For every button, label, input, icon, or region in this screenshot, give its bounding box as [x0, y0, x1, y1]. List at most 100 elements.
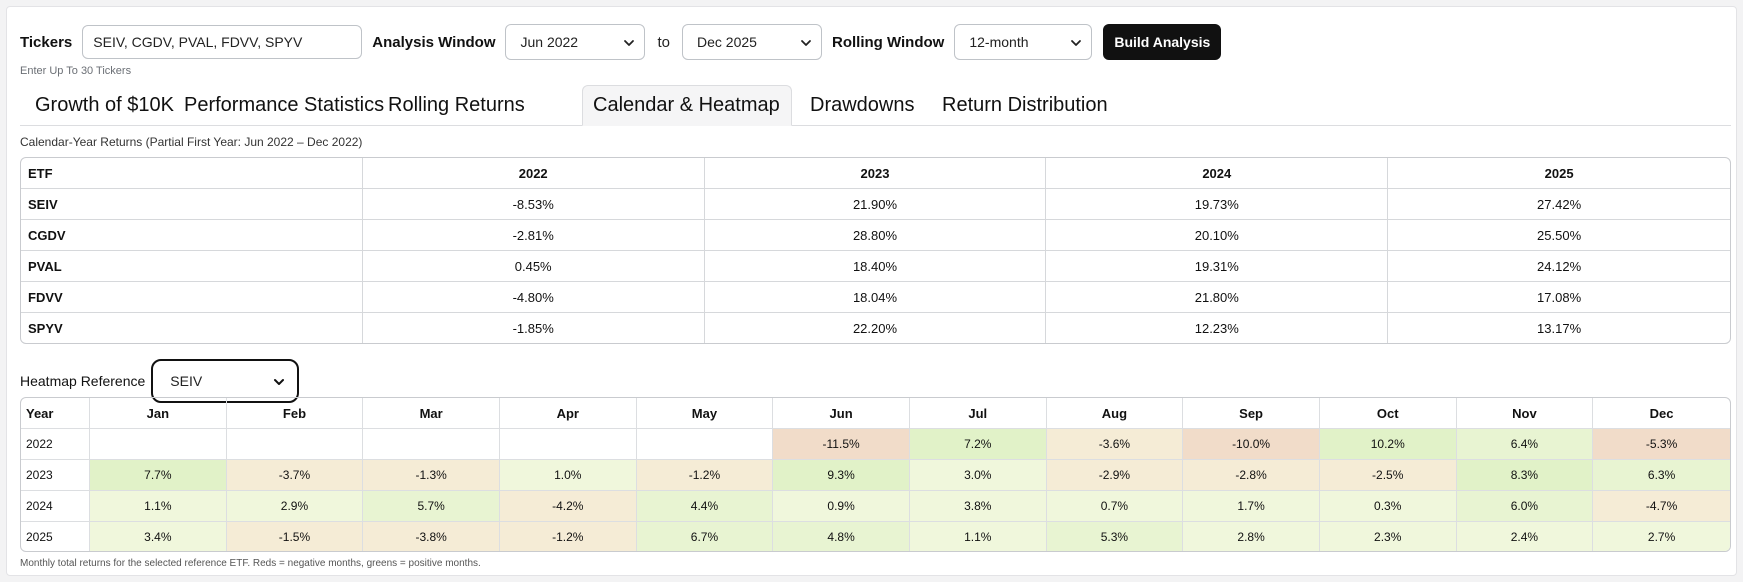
heat-cell: 1.1% [90, 491, 227, 522]
return-cell: 22.20% [705, 313, 1047, 343]
window-start-select[interactable]: Jun 2022 [505, 24, 646, 60]
heat-cell: 4.4% [636, 491, 774, 522]
analysis-panel: Tickers Analysis Window Jun 2022 to Dec … [6, 6, 1737, 576]
heat-cell: 1.0% [499, 460, 637, 491]
table-row: CGDV -2.81% 28.80% 20.10% 25.50% [21, 220, 1730, 251]
column-header: Mar [363, 398, 500, 429]
tab-return-distribution[interactable]: Return Distribution [942, 93, 1108, 116]
heatmap-footnote: Monthly total returns for the selected r… [20, 558, 481, 569]
heat-cell [363, 429, 500, 460]
tab-bar: Growth of $10K Performance Statistics Ro… [20, 85, 1731, 126]
column-header: Jan [90, 398, 227, 429]
ticker-cell: FDVV [21, 282, 363, 313]
heat-cell: 2.4% [1456, 522, 1594, 551]
calendar-caption: Calendar-Year Returns (Partial First Yea… [20, 135, 363, 149]
heat-cell: 0.9% [773, 491, 910, 522]
tickers-hint: Enter Up To 30 Tickers [20, 65, 132, 77]
table-row: 2025 3.4% -1.5% -3.8% -1.2% 6.7% 4.8% 1.… [21, 522, 1730, 551]
heat-cell: -2.5% [1319, 460, 1457, 491]
column-header: Jul [909, 398, 1047, 429]
to-label: to [657, 33, 670, 51]
chevron-down-icon [1071, 40, 1082, 46]
heat-cell: 6.0% [1456, 491, 1594, 522]
year-cell: 2025 [21, 522, 90, 551]
heat-cell: -3.6% [1046, 429, 1184, 460]
heatmap-reference: Heatmap Reference SEIV [20, 359, 300, 403]
heat-cell: 3.8% [909, 491, 1047, 522]
rolling-window-value: 12-month [969, 34, 1029, 50]
rolling-window-label: Rolling Window [832, 33, 945, 51]
return-cell: 21.80% [1046, 282, 1389, 313]
return-cell: 19.73% [1046, 189, 1389, 220]
heat-cell: -3.8% [363, 522, 500, 551]
heat-cell [90, 429, 227, 460]
heat-cell: 5.3% [1046, 522, 1184, 551]
return-cell: 27.42% [1388, 189, 1730, 220]
table-row: 2023 7.7% -3.7% -1.3% 1.0% -1.2% 9.3% 3.… [21, 460, 1730, 491]
heat-cell [226, 429, 364, 460]
return-cell: 28.80% [704, 220, 1047, 251]
table-row: 2024 1.1% 2.9% 5.7% -4.2% 4.4% 0.9% 3.8%… [21, 491, 1730, 522]
return-cell: 12.23% [1046, 313, 1389, 343]
heat-cell [499, 429, 637, 460]
column-header: 2025 [1388, 158, 1730, 189]
column-header: Jun [773, 398, 910, 429]
tab-growth[interactable]: Growth of $10K [35, 93, 174, 116]
return-cell: 24.12% [1388, 251, 1730, 282]
column-header: May [636, 398, 774, 429]
column-header: 2023 [704, 158, 1047, 189]
rolling-window-select[interactable]: 12-month [954, 24, 1093, 60]
column-header: 2024 [1046, 158, 1389, 189]
year-cell: 2023 [21, 460, 90, 491]
tab-drawdowns[interactable]: Drawdowns [810, 93, 915, 116]
ticker-cell: SEIV [21, 189, 363, 220]
column-header: Sep [1183, 398, 1320, 429]
controls-bar: Tickers Analysis Window Jun 2022 to Dec … [20, 23, 1222, 61]
return-cell: -1.85% [363, 313, 705, 343]
heat-cell: 2.8% [1183, 522, 1320, 551]
table-row: SPYV -1.85% 22.20% 12.23% 13.17% [21, 313, 1730, 343]
table-header-row: Year Jan Feb Mar Apr May Jun Jul Aug Sep… [21, 398, 1730, 429]
heat-cell: -1.3% [363, 460, 500, 491]
column-header: Oct [1319, 398, 1457, 429]
build-analysis-button[interactable]: Build Analysis [1103, 24, 1222, 60]
return-cell: 13.17% [1537, 320, 1582, 336]
table-row: 2022 -11.5% 7.2% -3.6% -10.0% 10.2% 6.4%… [21, 429, 1730, 460]
heatmap-reference-select[interactable]: SEIV [151, 359, 300, 403]
heat-cell: -1.2% [499, 522, 637, 551]
heatmap-reference-value: SEIV [170, 373, 203, 389]
heat-cell: 9.3% [773, 460, 910, 491]
tickers-input[interactable] [82, 25, 363, 59]
column-header: ETF [21, 158, 363, 189]
tab-calendar-heatmap[interactable]: Calendar & Heatmap [582, 85, 792, 126]
return-cell: 20.10% [1046, 220, 1389, 251]
heat-cell: 10.2% [1319, 429, 1457, 460]
return-cell: -8.53% [362, 189, 705, 220]
column-header: Aug [1046, 398, 1184, 429]
window-end-select[interactable]: Dec 2025 [682, 24, 822, 60]
return-cell: -4.80% [362, 282, 705, 313]
ticker-cell: SPYV [21, 313, 363, 343]
heat-cell: 7.2% [909, 429, 1047, 460]
window-start-value: Jun 2022 [520, 34, 579, 50]
chevron-down-icon [274, 379, 285, 385]
tab-rolling-returns[interactable]: Rolling Returns [388, 93, 525, 116]
heat-cell: 4.8% [773, 522, 910, 551]
analysis-window-label: Analysis Window [372, 33, 496, 51]
heat-cell: 6.4% [1456, 429, 1594, 460]
column-header: Nov [1456, 398, 1594, 429]
return-cell: 19.31% [1046, 251, 1389, 282]
column-header: Apr [499, 398, 637, 429]
heatmap-reference-label: Heatmap Reference [20, 373, 146, 389]
heat-cell: 3.0% [909, 460, 1047, 491]
heat-cell: 2.7% [1593, 522, 1730, 551]
heat-cell: -11.5% [773, 429, 910, 460]
year-cell: 2022 [21, 429, 90, 460]
return-cell: 21.90% [704, 189, 1047, 220]
return-cell: 17.08% [1388, 282, 1730, 313]
heat-cell: 0.3% [1319, 491, 1457, 522]
table-row: FDVV -4.80% 18.04% 21.80% 17.08% [21, 282, 1730, 313]
heat-cell: -4.2% [499, 491, 637, 522]
return-cell: -2.81% [362, 220, 705, 251]
tab-performance-statistics[interactable]: Performance Statistics [184, 93, 385, 116]
